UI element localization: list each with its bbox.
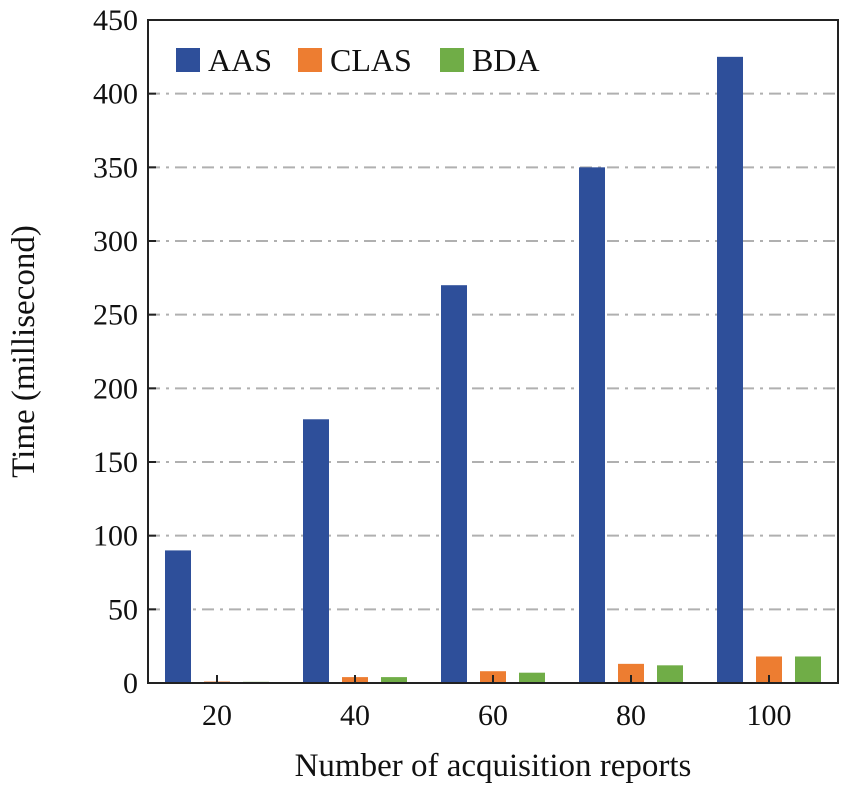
legend-label-bda: BDA xyxy=(472,42,540,78)
bar-aas-20 xyxy=(165,550,191,683)
y-tick-label: 300 xyxy=(93,225,138,258)
y-tick-label: 250 xyxy=(93,299,138,332)
legend-swatch-bda xyxy=(440,48,464,72)
bar-clas-80 xyxy=(618,663,644,683)
legend-swatch-clas xyxy=(298,48,322,72)
y-tick-label: 150 xyxy=(93,446,138,479)
legend-swatch-aas xyxy=(176,48,200,72)
bar-bda-40 xyxy=(381,677,407,683)
y-tick-label: 350 xyxy=(93,151,138,184)
bar-aas-40 xyxy=(303,419,329,683)
bar-bda-80 xyxy=(657,665,683,683)
y-tick-label: 450 xyxy=(93,4,138,37)
y-tick-label: 50 xyxy=(108,593,138,626)
bar-bda-100 xyxy=(795,656,821,683)
y-tick-label: 200 xyxy=(93,372,138,405)
legend: AAS CLAS BDA xyxy=(176,42,540,78)
y-axis-title: Time (millisecond) xyxy=(6,225,42,478)
grid-layer xyxy=(148,92,838,611)
x-axis-title: Number of acquisition reports xyxy=(295,748,692,784)
x-tick-label: 60 xyxy=(478,699,508,732)
x-tick-label: 100 xyxy=(747,699,792,732)
bars-layer xyxy=(165,56,821,684)
y-tick-label: 400 xyxy=(93,78,138,111)
y-tick-label: 100 xyxy=(93,520,138,553)
bar-aas-100 xyxy=(717,56,743,684)
legend-label-aas: AAS xyxy=(208,42,272,78)
bar-aas-60 xyxy=(441,285,467,683)
legend-label-clas: CLAS xyxy=(330,42,412,78)
x-tick-label: 80 xyxy=(616,699,646,732)
y-tick-label: 0 xyxy=(123,667,138,700)
x-tick-label: 20 xyxy=(202,699,232,732)
bar-bda-60 xyxy=(519,672,545,683)
x-tick-label: 40 xyxy=(340,699,370,732)
ticks-layer: 0 50 100 150 200 250 300 350 400 450 20 40 60 80 100 xyxy=(93,4,792,732)
bar-aas-80 xyxy=(579,167,605,684)
